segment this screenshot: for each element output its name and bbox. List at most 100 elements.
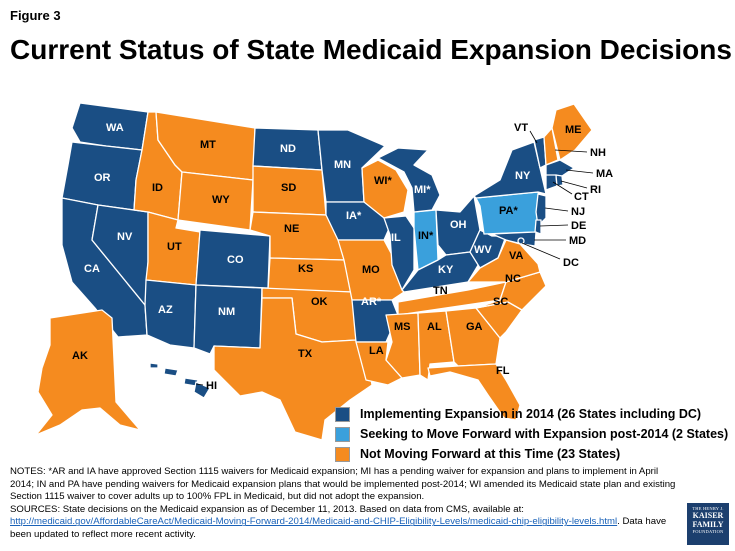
state-IL[interactable] — [383, 215, 415, 291]
label-CO: CO — [227, 254, 244, 266]
label-MI: MI* — [414, 184, 431, 196]
label-KY: KY — [438, 264, 454, 276]
leader-DC — [521, 242, 561, 260]
label-WA: WA — [106, 122, 124, 134]
legend: Implementing Expansion in 2014 (26 State… — [335, 404, 728, 464]
label-CA: CA — [84, 263, 100, 275]
state-NY[interactable] — [473, 141, 547, 199]
label-SD: SD — [281, 182, 296, 194]
leader-NJ — [544, 207, 569, 212]
label-UT: UT — [167, 241, 182, 253]
label-NJ: NJ — [571, 206, 585, 218]
us-map: WA OR CA NV ID MT WY UT AZ CO NM ND SD N… — [35, 102, 613, 441]
label-WI: WI* — [374, 175, 392, 187]
legend-label-implementing: Implementing Expansion in 2014 (26 State… — [360, 407, 702, 421]
label-WV: WV — [474, 244, 492, 256]
legend-item-seeking: Seeking to Move Forward with Expansion p… — [335, 424, 728, 444]
leader-HI — [195, 383, 204, 386]
label-OR: OR — [94, 172, 111, 184]
label-ND: ND — [280, 143, 296, 155]
leader-CT — [552, 181, 573, 195]
label-NV: NV — [117, 231, 133, 243]
label-OH: OH — [450, 219, 467, 231]
legend-swatch-not-moving — [335, 446, 350, 462]
label-GA: GA — [466, 321, 483, 333]
state-WI[interactable] — [361, 159, 409, 219]
label-NY: NY — [515, 170, 531, 182]
state-HI-island[interactable] — [163, 367, 179, 377]
label-MO: MO — [362, 264, 380, 276]
label-NC: NC — [505, 273, 521, 285]
label-NE: NE — [284, 223, 299, 235]
label-DC: DC — [563, 257, 579, 269]
label-IN: IN* — [418, 230, 434, 242]
label-DE: DE — [571, 220, 586, 232]
state-FL[interactable] — [427, 363, 521, 421]
label-TN: TN — [433, 285, 448, 297]
notes-text: NOTES: *AR and IA have approved Section … — [10, 466, 676, 503]
leader-MA — [565, 169, 594, 174]
label-OK: OK — [311, 296, 328, 308]
state-HI-island[interactable] — [193, 381, 211, 399]
state-NM[interactable] — [193, 284, 263, 355]
label-HI: HI — [206, 380, 217, 392]
label-AL: AL — [427, 321, 442, 333]
label-IA: IA* — [346, 210, 362, 222]
legend-swatch-seeking — [335, 426, 350, 442]
state-HI[interactable] — [149, 362, 159, 369]
label-RI: RI — [590, 184, 601, 196]
state-TX[interactable] — [213, 297, 373, 441]
sources-link[interactable]: http://medicaid.gov/AffordableCareAct/Me… — [10, 516, 618, 528]
state-MI[interactable] — [377, 147, 441, 213]
label-IL: IL — [391, 232, 401, 244]
logo-small-text: THE HENRY J. — [692, 506, 724, 511]
state-MO[interactable] — [337, 239, 405, 301]
sources-suffix: . Data have been updated to reflect more… — [10, 516, 667, 540]
leader-NH — [554, 149, 588, 153]
state-RI[interactable] — [555, 174, 564, 187]
label-MD: MD — [569, 235, 586, 247]
state-DC[interactable] — [517, 237, 525, 245]
legend-label-seeking: Seeking to Move Forward with Expansion p… — [360, 427, 729, 441]
page-title: Current Status of State Medicaid Expansi… — [10, 34, 732, 65]
label-VT: VT — [514, 122, 528, 134]
label-WY: WY — [212, 194, 230, 206]
label-CT: CT — [574, 191, 589, 203]
label-NM: NM — [218, 306, 235, 318]
legend-label-not-moving: Not Moving Forward at this Time (23 Stat… — [360, 447, 621, 461]
figure-label: Figure 3 — [10, 8, 61, 23]
label-ID: ID — [152, 182, 163, 194]
label-VA: VA — [509, 250, 524, 262]
leader-RI — [560, 180, 588, 189]
state-DE[interactable] — [534, 219, 542, 235]
state-MA[interactable] — [545, 159, 575, 177]
logo-line1: KAISER — [692, 511, 724, 520]
logo-line2: FAMILY — [692, 520, 724, 529]
label-MA: MA — [596, 168, 613, 180]
label-PA: PA* — [499, 205, 518, 217]
sources-prefix: SOURCES: State decisions on the Medicaid… — [10, 503, 524, 515]
label-MS: MS — [394, 321, 411, 333]
label-AZ: AZ — [158, 304, 173, 316]
leader-DE — [539, 224, 569, 227]
label-AK: AK — [72, 350, 88, 362]
state-AK[interactable] — [35, 309, 141, 436]
label-LA: LA — [369, 345, 384, 357]
state-CT[interactable] — [545, 174, 558, 191]
legend-item-implementing: Implementing Expansion in 2014 (26 State… — [335, 404, 728, 424]
label-KS: KS — [298, 263, 313, 275]
label-SC: SC — [493, 296, 508, 308]
label-FL: FL — [496, 365, 510, 377]
state-MD[interactable] — [491, 231, 537, 247]
legend-swatch-implementing — [335, 406, 350, 422]
sources-text: SOURCES: State decisions on the Medicaid… — [10, 504, 680, 542]
label-MN: MN — [334, 159, 351, 171]
label-MT: MT — [200, 139, 216, 151]
leader-VT — [529, 130, 538, 144]
label-ME: ME — [565, 124, 582, 136]
state-NJ[interactable] — [535, 193, 547, 227]
kaiser-family-foundation-logo: THE HENRY J. KAISER FAMILY FOUNDATION — [687, 503, 729, 545]
label-NH: NH — [590, 147, 606, 159]
state-NH[interactable] — [543, 127, 559, 166]
logo-small-text-2: FOUNDATION — [692, 529, 724, 534]
